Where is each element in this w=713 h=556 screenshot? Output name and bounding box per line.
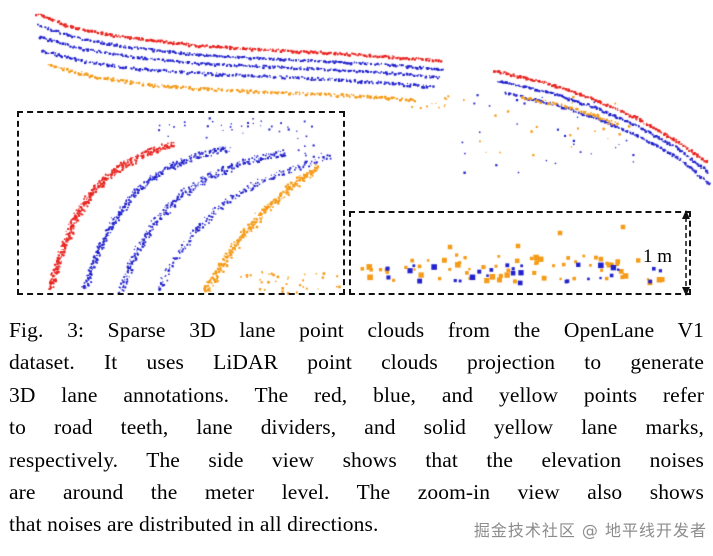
zoom-in-view-box [17, 111, 345, 295]
caption-line: dataset. It uses LiDAR point clouds proj… [9, 350, 704, 375]
scale-label: 1 m [643, 246, 673, 267]
figure-panel: 1 m [0, 0, 713, 312]
watermark: 掘金技术社区 @ 地平线开发者 [473, 521, 707, 540]
point-cloud-canvas [0, 0, 713, 312]
caption-line: that noises are distributed in all direc… [9, 512, 379, 537]
side-view-box [349, 211, 691, 295]
caption-line: are around the meter level. The zoom-in … [9, 480, 704, 505]
caption-line: 3D lane annotations. The red, blue, and … [9, 382, 704, 407]
figure-caption: Fig. 3: Sparse 3D lane point clouds from… [9, 314, 704, 541]
caption-line: Fig. 3: Sparse 3D lane point clouds from… [9, 318, 704, 342]
caption-line: respectively. The side view shows that t… [9, 447, 704, 472]
caption-line: to road teeth, lane dividers, and solid … [9, 415, 704, 440]
scale-arrow [682, 210, 690, 296]
